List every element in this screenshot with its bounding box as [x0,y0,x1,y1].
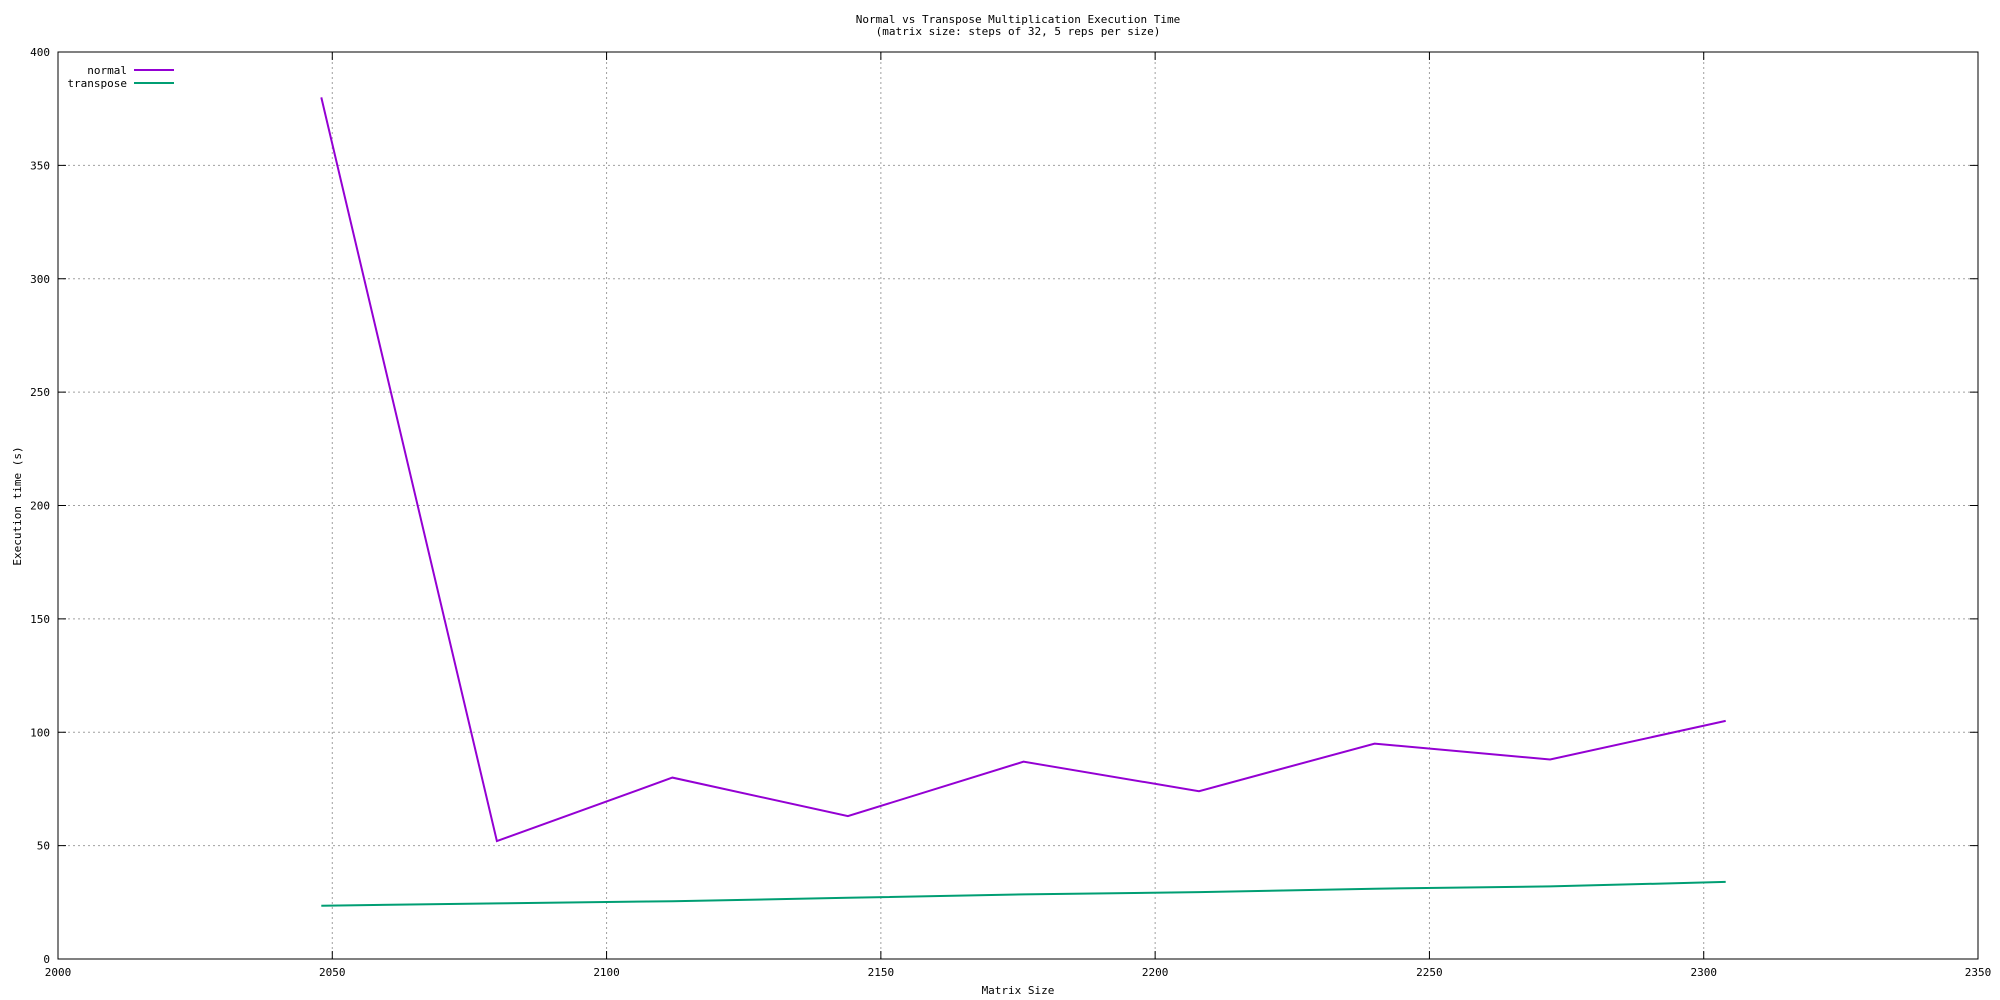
legend-label-normal: normal [87,64,127,77]
axis-ticks: 2000 2050 2100 2150 2200 2250 2300 2350 0 50 100 15… [30,46,1991,979]
series-group [320,97,1726,907]
y-tick-label: 50 [37,840,50,853]
series-line-transpose [321,880,1726,907]
y-tick-label: 150 [30,613,50,626]
x-tick-label: 2100 [593,966,620,979]
series-line-normal [320,97,1726,843]
plot-frame [57,51,1979,960]
x-tick-label: 2050 [319,966,346,979]
x-axis-label: Matrix Size [982,984,1055,997]
y-tick-label: 250 [30,386,50,399]
x-tick-label: 2300 [1690,966,1717,979]
chart-title: Normal vs Transpose Multiplication Execu… [856,13,1181,26]
x-tick-label: 2250 [1416,966,1443,979]
y-tick-label: 300 [30,273,50,286]
grid [58,52,1978,959]
y-axis-label: Execution time (s) [11,446,24,565]
y-tick-label: 0 [43,953,50,966]
y-tick-label: 100 [30,726,50,739]
y-tick-label: 200 [30,500,50,513]
y-tick-label: 350 [30,159,50,172]
x-tick-label: 2200 [1142,966,1169,979]
y-tick-label: 400 [30,46,50,59]
x-tick-label: 2350 [1965,966,1992,979]
chart-subtitle: (matrix size: steps of 32, 5 reps per si… [876,25,1161,38]
x-tick-label: 2000 [45,966,72,979]
x-tick-label: 2150 [868,966,895,979]
legend-label-transpose: transpose [67,77,127,90]
